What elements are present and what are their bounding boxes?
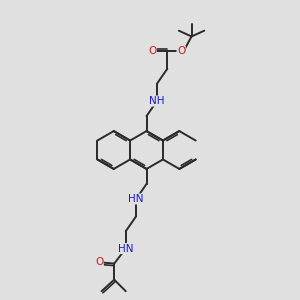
Text: O: O bbox=[95, 257, 103, 267]
Text: O: O bbox=[148, 46, 156, 56]
Text: HN: HN bbox=[128, 194, 144, 204]
Text: NH: NH bbox=[149, 96, 165, 106]
Text: O: O bbox=[177, 46, 185, 56]
Text: HN: HN bbox=[118, 244, 134, 254]
